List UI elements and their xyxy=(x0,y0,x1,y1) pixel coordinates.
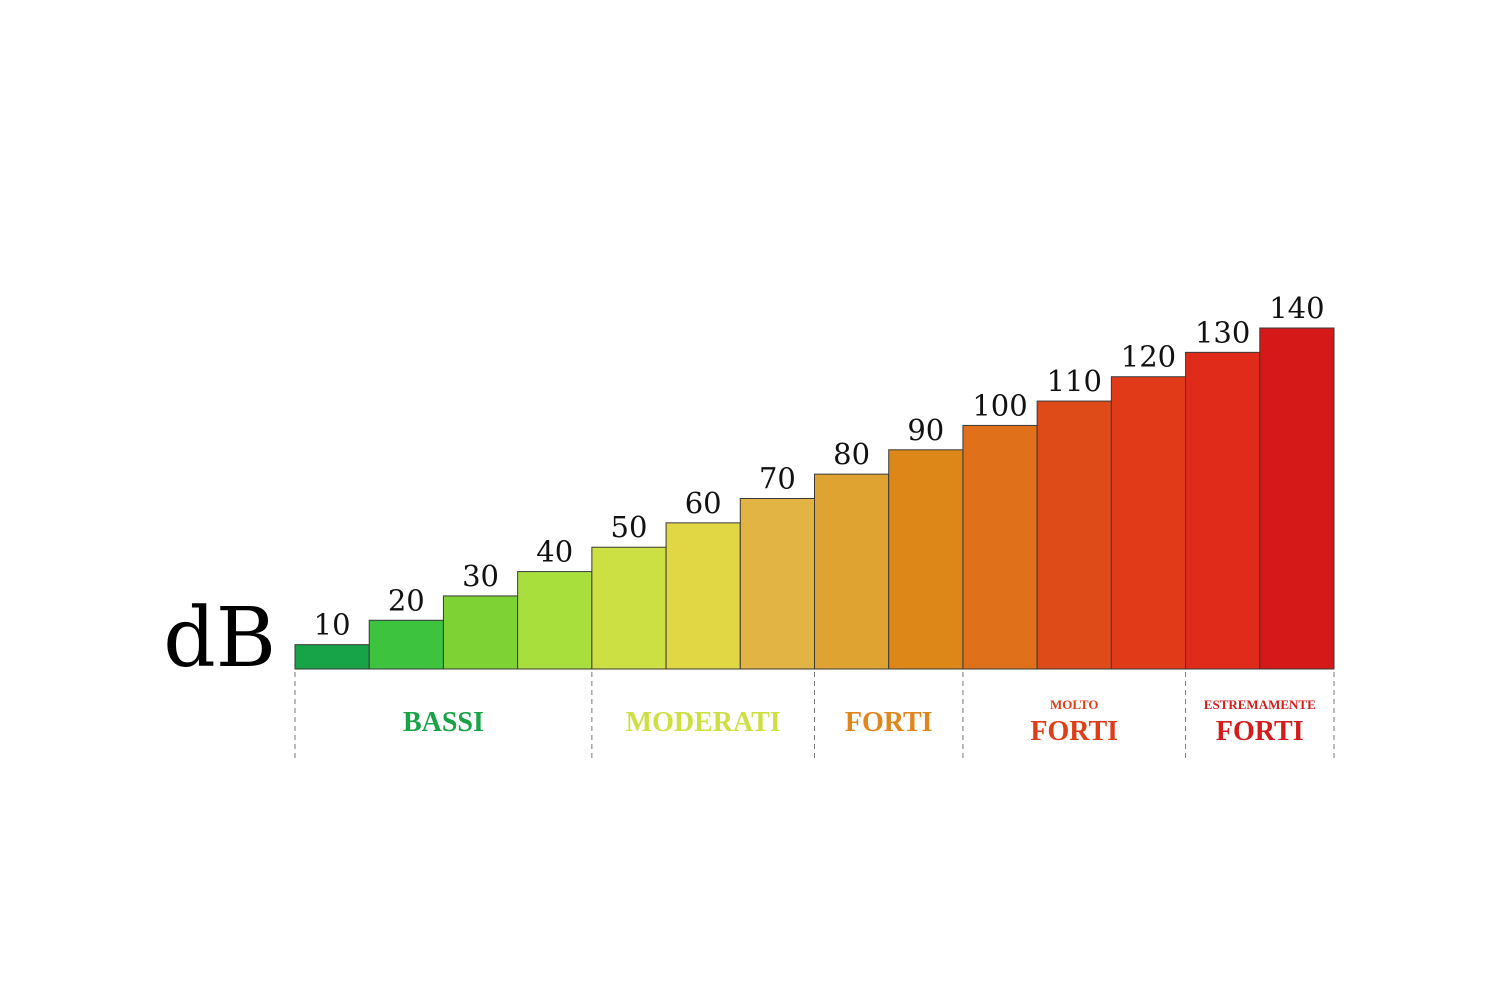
bar-120 xyxy=(1110,376,1187,670)
value-label-140: 140 xyxy=(1269,291,1324,325)
value-label-80: 80 xyxy=(833,437,870,471)
value-label-90: 90 xyxy=(907,413,944,447)
bar-40 xyxy=(517,571,593,670)
bar-30 xyxy=(442,595,519,670)
bar-80 xyxy=(814,473,890,670)
category-prefix-label: ESTREMAMENTE xyxy=(1204,697,1316,712)
category-label: FORTI xyxy=(1216,716,1304,747)
value-labels: 10 20 30 40 50 60 70 80 90 100 110 120 130 140 xyxy=(314,291,1325,642)
bar-20 xyxy=(368,619,444,670)
category-labels: BASSI MODERATI FORTI MOLTO FORTI ESTREMAMENTE… xyxy=(403,697,1316,747)
category-prefix-label: MOLTO xyxy=(1050,697,1098,712)
bar-70 xyxy=(739,498,815,670)
bar-50 xyxy=(591,546,667,670)
category-label: MODERATI xyxy=(626,707,781,738)
value-label-130: 130 xyxy=(1195,315,1250,349)
bar-10 xyxy=(294,644,370,670)
bar-90 xyxy=(888,449,964,670)
bars xyxy=(294,327,1335,670)
bar-60 xyxy=(665,522,741,670)
value-label-60: 60 xyxy=(685,486,722,520)
value-label-50: 50 xyxy=(611,510,648,544)
unit-label: dB xyxy=(163,591,276,686)
bar-140 xyxy=(1259,327,1335,670)
value-label-40: 40 xyxy=(536,535,573,569)
value-label-120: 120 xyxy=(1121,340,1176,374)
group-dividers xyxy=(294,672,1335,762)
value-label-110: 110 xyxy=(1047,364,1102,398)
category-label: FORTI xyxy=(1030,716,1118,747)
category-label: FORTI xyxy=(845,707,933,738)
bar-130 xyxy=(1185,351,1261,670)
value-label-100: 100 xyxy=(972,388,1027,422)
bar-100 xyxy=(962,424,1038,670)
value-label-20: 20 xyxy=(388,583,425,617)
value-label-10: 10 xyxy=(314,608,351,642)
value-label-70: 70 xyxy=(759,462,796,496)
value-label-30: 30 xyxy=(462,559,499,593)
bar-110 xyxy=(1036,400,1112,670)
category-label: BASSI xyxy=(403,707,484,738)
